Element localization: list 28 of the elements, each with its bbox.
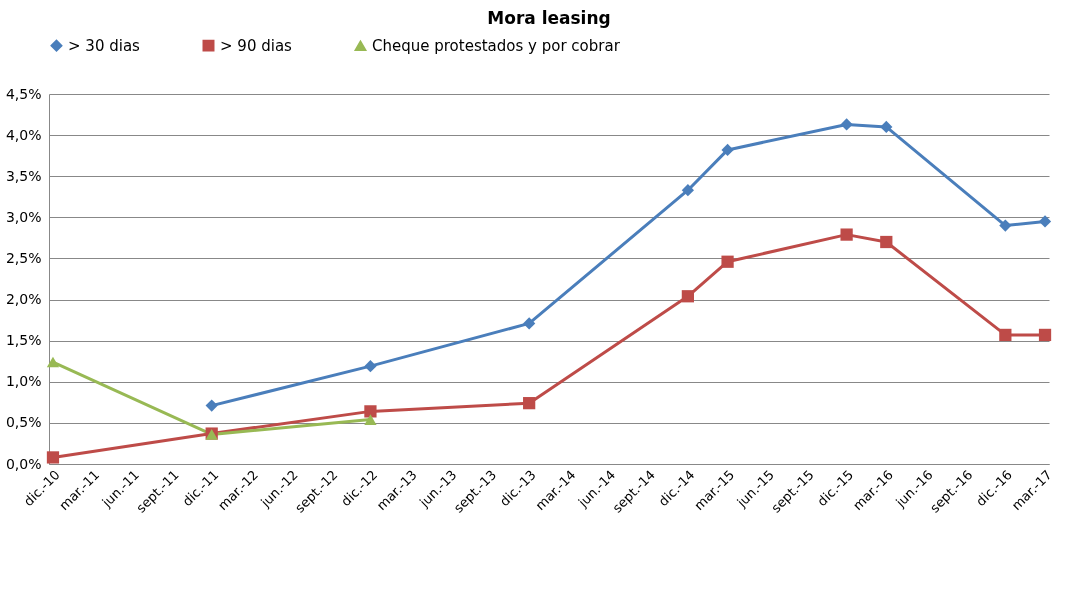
point [880,235,893,249]
y-tick-label: 2,5% [5,249,42,266]
point [364,360,377,373]
chart-title: Mora leasing [487,8,611,28]
legend-label: > 30 dias [68,36,141,55]
point [681,184,695,197]
y-tick-label: 0,0% [5,455,42,472]
point [1038,328,1052,342]
y-tick-label: 1,5% [5,332,42,349]
point [46,356,60,368]
point [880,120,893,134]
legend-label: Cheque protestados y por cobrar [372,36,621,55]
point [1038,215,1052,228]
legend-label: > 90 dias [220,36,293,55]
point [721,255,734,268]
y-tick-label: 2,0% [5,291,42,308]
point [523,397,536,410]
y-tick-label: 4,0% [5,126,42,143]
y-tick-label: 3,0% [5,208,42,225]
y-tick-label: 3,5% [5,167,42,184]
point [999,328,1012,342]
point [523,317,536,330]
y-tick-label: 4,5% [5,85,42,102]
point [681,290,695,303]
y-tick-label: 0,5% [5,414,42,431]
point [46,451,60,464]
y-tick-label: 1,0% [5,373,42,390]
point [721,143,734,157]
